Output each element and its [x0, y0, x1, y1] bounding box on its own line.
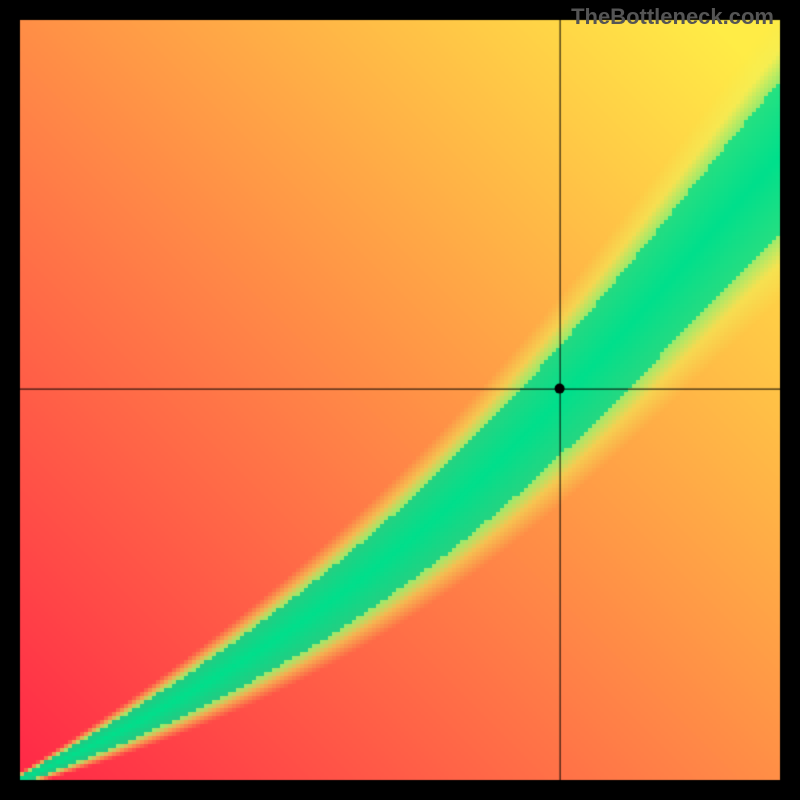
- chart-container: TheBottleneck.com: [0, 0, 800, 800]
- bottleneck-heatmap: [0, 0, 800, 800]
- watermark-text: TheBottleneck.com: [571, 4, 774, 30]
